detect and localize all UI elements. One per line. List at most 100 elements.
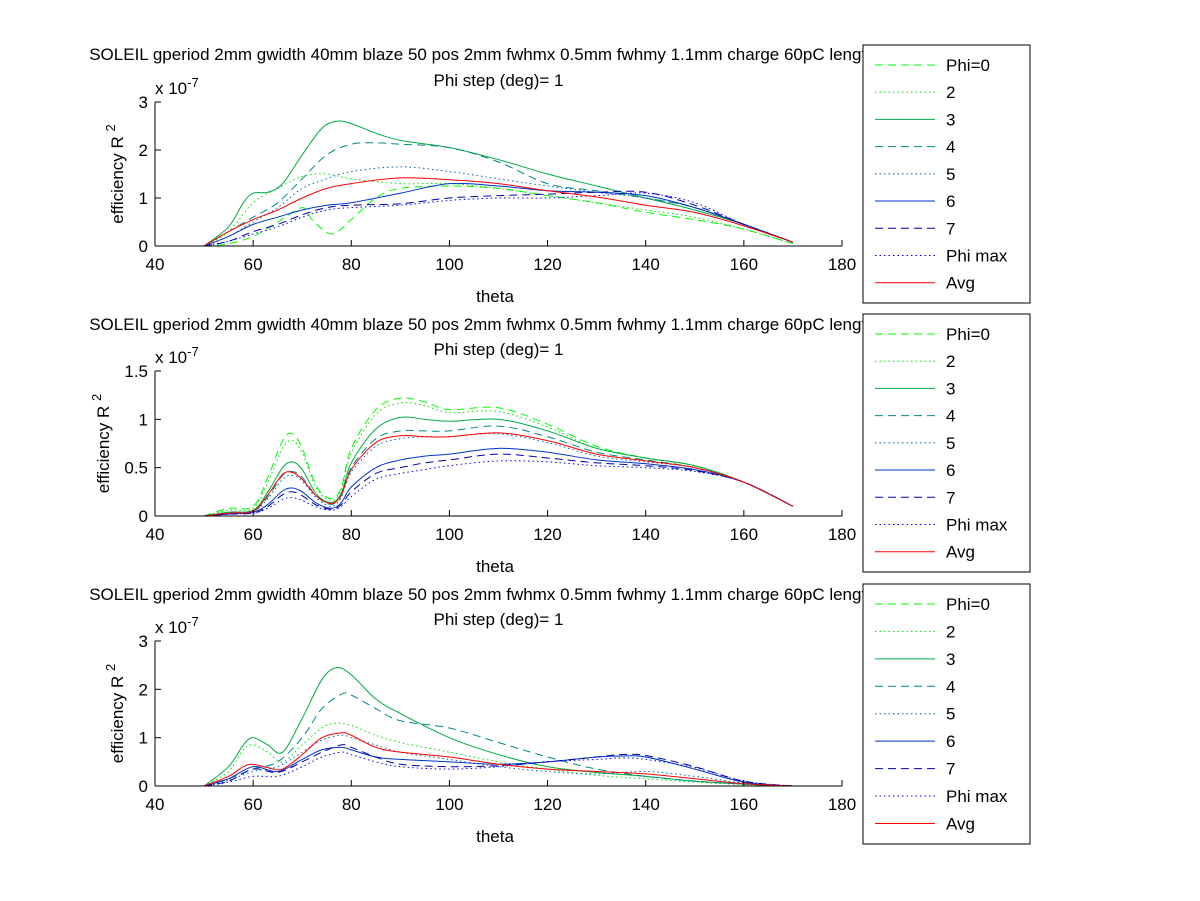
x-axis-label: theta: [476, 557, 514, 576]
series-line-5: [204, 433, 794, 516]
series-line-avg: [203, 177, 794, 246]
chart-title: SOLEIL gperiod 2mm gwidth 40mm blaze 50 …: [89, 45, 908, 64]
series-line-avg: [203, 732, 793, 786]
legend-entry: 7: [946, 219, 955, 238]
x-tick-label: 100: [435, 795, 463, 814]
series-group: [203, 397, 794, 516]
legend-entry: 5: [946, 434, 955, 453]
legend-entry: Phi max: [946, 246, 1008, 265]
series-line-phi-max: [203, 192, 794, 246]
legend-box: [862, 313, 1031, 573]
x-axis-label: theta: [476, 287, 514, 306]
legend-entry: 3: [946, 379, 955, 398]
legend-entry: 7: [946, 488, 955, 507]
series-line-4: [203, 692, 793, 786]
x-tick-label: 140: [632, 795, 660, 814]
x-tick-label: 60: [244, 795, 263, 814]
series-line-phi-0: [203, 397, 794, 516]
series-line-2: [203, 402, 794, 516]
legend-entry: Phi=0: [946, 595, 990, 614]
legend-entry: 5: [946, 705, 955, 724]
legend-entry: Phi max: [946, 787, 1008, 806]
legend-entry: 3: [946, 650, 955, 669]
legend: Phi=0 2 3 4 5 6 7 Phi max Avg: [862, 313, 1031, 573]
legend-entry: 5: [946, 165, 955, 184]
chart-2: SOLEIL gperiod 2mm gwidth 40mm blaze 50 …: [89, 313, 1031, 576]
legend: Phi=0 2 3 4 5 6 7 Phi max Avg: [862, 583, 1031, 845]
y-tick-label: 0: [139, 507, 148, 526]
x-tick-label: 180: [828, 255, 856, 274]
y-tick-label: 2: [139, 141, 148, 160]
y-tick-label: 1: [139, 410, 148, 429]
x-tick-label: 60: [244, 525, 263, 544]
series-line-3: [203, 416, 794, 516]
series-line-7: [203, 744, 793, 786]
x-tick-label: 80: [342, 795, 361, 814]
y-multiplier: x 10-7: [155, 75, 199, 98]
chart-subtitle: Phi step (deg)= 1: [434, 610, 564, 629]
y-tick-label: 0.5: [124, 459, 148, 478]
x-tick-label: 160: [730, 795, 758, 814]
y-tick-label: 3: [139, 93, 148, 112]
y-multiplier: x 10-7: [155, 344, 199, 367]
legend-entry: 7: [946, 760, 955, 779]
chart-3: SOLEIL gperiod 2mm gwidth 40mm blaze 50 …: [89, 583, 1031, 846]
x-tick-label: 120: [533, 255, 561, 274]
legend-entry: 4: [946, 407, 955, 426]
legend-entry: 6: [946, 192, 955, 211]
y-tick-label: 1.5: [124, 362, 148, 381]
series-line-6: [203, 182, 794, 246]
x-tick-label: 60: [244, 255, 263, 274]
series-line-phi-max: [204, 460, 794, 516]
y-tick-label: 3: [139, 632, 148, 651]
x-tick-label: 160: [730, 525, 758, 544]
legend-entry: Phi=0: [946, 325, 990, 344]
x-tick-label: 40: [146, 255, 165, 274]
y-tick-label: 2: [139, 680, 148, 699]
x-tick-label: 140: [632, 525, 660, 544]
series-line-2: [203, 722, 793, 786]
legend-entry: 3: [946, 110, 955, 129]
chart-title: SOLEIL gperiod 2mm gwidth 40mm blaze 50 …: [89, 315, 908, 334]
y-axis-label: efficiency R 2: [89, 394, 113, 494]
legend-entry: 4: [946, 138, 955, 157]
x-tick-label: 40: [146, 795, 165, 814]
series-group: [203, 666, 793, 786]
legend-entry: Phi=0: [946, 56, 990, 75]
y-axis-label: efficiency R 2: [103, 124, 127, 224]
legend: Phi=0 2 3 4 5 6 7 Phi max Avg: [862, 44, 1031, 304]
y-tick-label: 1: [139, 189, 148, 208]
x-tick-label: 180: [828, 795, 856, 814]
x-tick-label: 80: [342, 525, 361, 544]
legend-entry: 2: [946, 622, 955, 641]
x-tick-label: 100: [435, 525, 463, 544]
x-axis-label: theta: [476, 827, 514, 846]
y-tick-label: 0: [139, 237, 148, 256]
legend-entry: 6: [946, 732, 955, 751]
series-line-2: [203, 173, 794, 246]
plot-area: [155, 371, 842, 516]
plot-area: [155, 102, 842, 246]
legend-entry: 2: [946, 352, 955, 371]
plot-area: [155, 641, 842, 786]
legend-entry: Avg: [946, 543, 975, 562]
legend-box: [862, 44, 1031, 304]
y-tick-label: 0: [139, 777, 148, 796]
x-tick-label: 120: [533, 525, 561, 544]
x-tick-label: 40: [146, 525, 165, 544]
chart-subtitle: Phi step (deg)= 1: [434, 340, 564, 359]
series-line-4: [204, 425, 794, 516]
legend-box: [862, 583, 1031, 845]
chart-1: SOLEIL gperiod 2mm gwidth 40mm blaze 50 …: [89, 44, 1031, 306]
series-line-6: [203, 746, 793, 786]
series-line-phi-0: [204, 185, 794, 246]
legend-entry: 2: [946, 83, 955, 102]
y-multiplier: x 10-7: [155, 614, 199, 637]
series-group: [203, 120, 794, 246]
legend-entry: 4: [946, 677, 955, 696]
chart-title: SOLEIL gperiod 2mm gwidth 40mm blaze 50 …: [89, 585, 908, 604]
legend-entry: Phi max: [946, 515, 1008, 534]
chart-subtitle: Phi step (deg)= 1: [434, 71, 564, 90]
y-tick-label: 1: [139, 729, 148, 748]
